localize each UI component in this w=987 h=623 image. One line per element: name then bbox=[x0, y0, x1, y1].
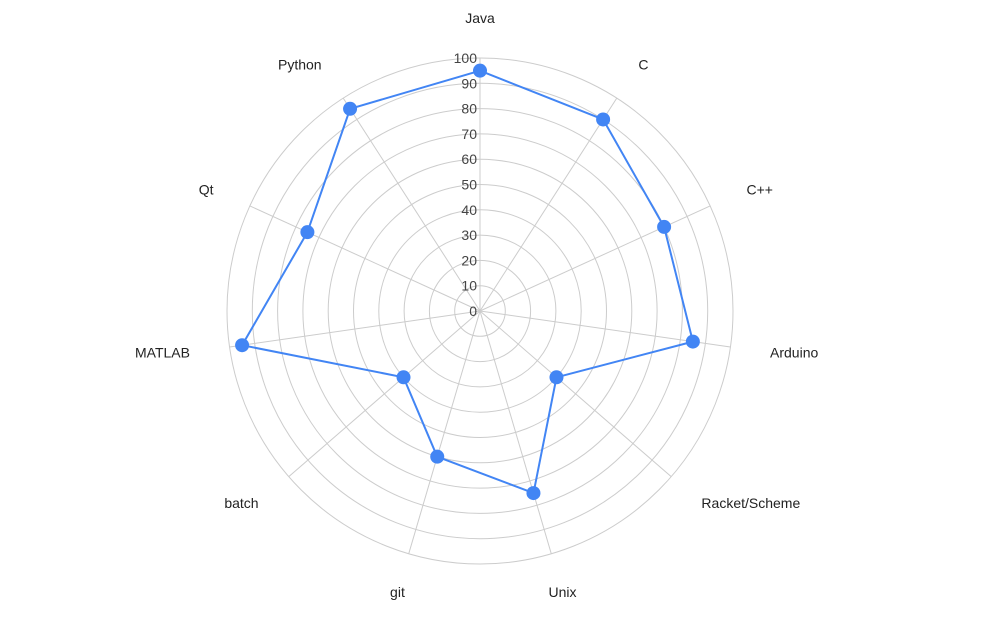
radial-tick-label: 20 bbox=[461, 252, 477, 268]
grid-spoke bbox=[230, 311, 480, 347]
data-point[interactable] bbox=[235, 338, 249, 352]
category-label: Arduino bbox=[770, 345, 818, 361]
grid-spoke bbox=[480, 311, 671, 477]
data-point[interactable] bbox=[657, 220, 671, 234]
grid-spoke bbox=[289, 311, 480, 477]
radial-tick-label: 60 bbox=[461, 151, 477, 167]
grid-spokes bbox=[230, 58, 731, 554]
radial-tick-labels: 0 10 20 30 40 50 60 70 80 90 100 bbox=[454, 50, 478, 319]
data-point[interactable] bbox=[300, 225, 314, 239]
data-point[interactable] bbox=[397, 370, 411, 384]
data-point[interactable] bbox=[343, 102, 357, 116]
data-point[interactable] bbox=[473, 64, 487, 78]
category-label: C++ bbox=[747, 181, 773, 197]
radial-tick-label: 90 bbox=[461, 75, 477, 91]
category-label: Java bbox=[465, 10, 495, 26]
radial-tick-label: 50 bbox=[461, 177, 477, 193]
category-label: git bbox=[390, 584, 405, 600]
radial-tick-label: 10 bbox=[461, 278, 477, 294]
category-label: Unix bbox=[549, 584, 577, 600]
data-point[interactable] bbox=[526, 486, 540, 500]
radial-tick-label: 80 bbox=[461, 101, 477, 117]
radial-tick-label: 100 bbox=[454, 50, 478, 66]
data-point[interactable] bbox=[549, 370, 563, 384]
category-label: C bbox=[638, 57, 648, 73]
category-label: MATLAB bbox=[135, 345, 190, 361]
radial-tick-label: 30 bbox=[461, 227, 477, 243]
category-label: batch bbox=[224, 495, 258, 511]
category-label: Racket/Scheme bbox=[701, 495, 800, 511]
category-label: Python bbox=[278, 57, 322, 73]
data-point[interactable] bbox=[430, 450, 444, 464]
radial-tick-label: 0 bbox=[469, 303, 477, 319]
data-point[interactable] bbox=[596, 112, 610, 126]
data-point[interactable] bbox=[686, 335, 700, 349]
radial-tick-label: 70 bbox=[461, 126, 477, 142]
category-label: Qt bbox=[199, 181, 214, 197]
radial-tick-label: 40 bbox=[461, 202, 477, 218]
